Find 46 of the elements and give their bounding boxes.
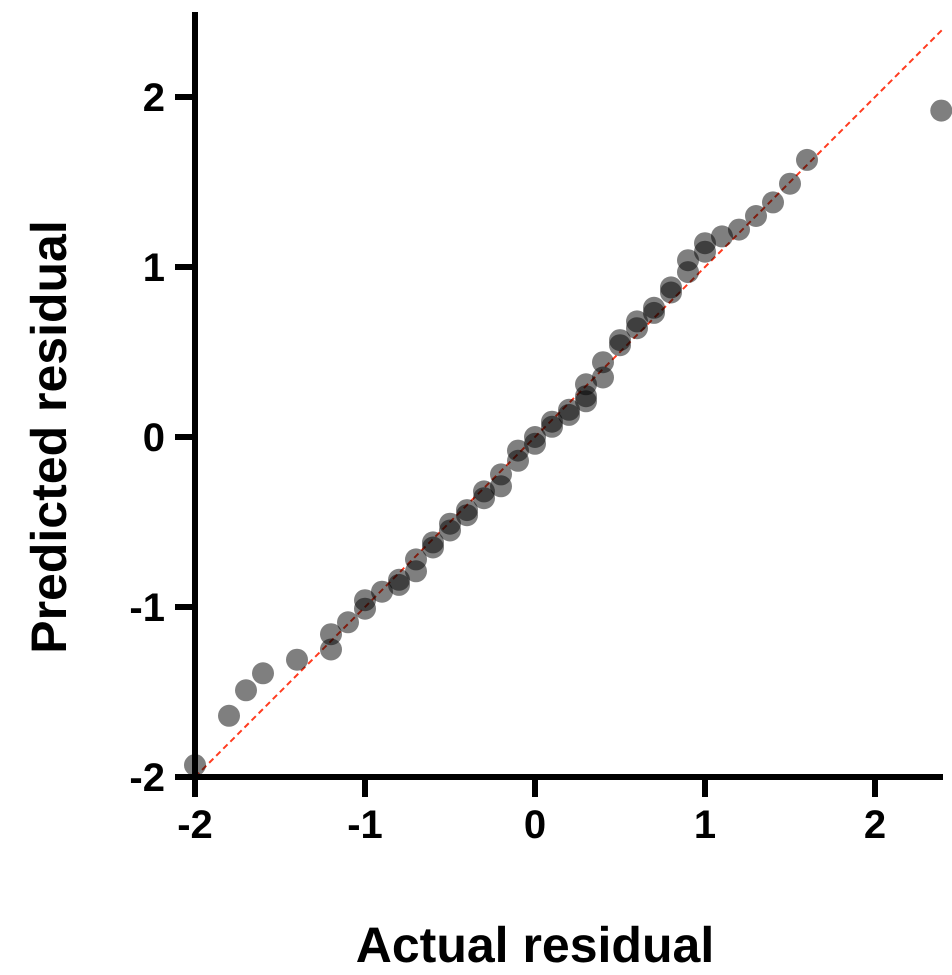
point: [337, 611, 359, 634]
point: [354, 598, 376, 620]
point: [320, 623, 342, 646]
point: [779, 172, 801, 195]
y-tick-label: 2: [142, 76, 165, 120]
point: [728, 218, 750, 241]
x-axis-title: Actual residual: [356, 917, 714, 973]
point: [592, 351, 614, 374]
y-tick-label: -1: [129, 586, 165, 630]
y-tick-label: -2: [129, 756, 165, 800]
point: [626, 310, 648, 332]
x-tick-label: -1: [347, 803, 383, 847]
point: [660, 276, 682, 298]
point: [473, 487, 495, 510]
point: [541, 416, 563, 438]
point: [405, 560, 427, 582]
point: [388, 568, 410, 591]
point: [286, 648, 308, 671]
point: [558, 398, 580, 421]
point: [490, 463, 512, 486]
point: [235, 679, 257, 702]
point: [507, 440, 529, 462]
point: [439, 520, 461, 542]
y-axis-title: Predicted residual: [21, 220, 77, 654]
point: [677, 249, 699, 272]
point: [609, 334, 631, 356]
point: [745, 205, 767, 227]
point: [218, 704, 240, 727]
point: [575, 385, 597, 408]
point: [796, 148, 818, 171]
point: [762, 191, 784, 214]
x-tick-label: 1: [694, 803, 716, 847]
point: [252, 662, 274, 684]
x-tick-label: -2: [177, 803, 213, 847]
point: [930, 100, 952, 122]
y-tick-label: 1: [142, 246, 165, 290]
x-tick-label: 0: [524, 803, 546, 847]
point: [422, 531, 444, 554]
point: [371, 580, 393, 603]
point: [643, 302, 665, 324]
point: [711, 225, 733, 248]
x-tick-label: 2: [864, 803, 886, 847]
point: [524, 426, 546, 448]
point: [694, 232, 716, 254]
y-tick-label: 0: [142, 416, 165, 460]
point: [456, 504, 478, 526]
